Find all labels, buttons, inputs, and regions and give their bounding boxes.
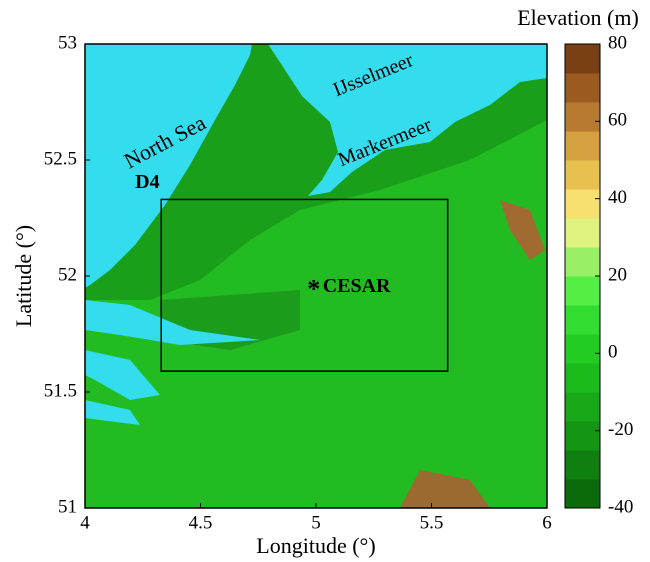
colorbar-tick-label: -20 (608, 419, 633, 440)
colorbar-label: Elevation (m) (517, 5, 639, 30)
y-tick-label: 51.5 (44, 380, 77, 401)
x-tick-label: 5.5 (420, 512, 444, 533)
y-tick-label: 53 (58, 32, 77, 53)
x-tick-label: 5 (311, 512, 321, 533)
colorbar-tick-label: -40 (608, 496, 633, 517)
colorbar-tick-label: 60 (608, 110, 627, 131)
site-marker: * (307, 275, 320, 304)
colorbar-swatch (565, 102, 600, 132)
estuary (85, 400, 140, 425)
y-axis-label: Latitude (°) (11, 225, 36, 327)
colorbar-swatch (565, 247, 600, 277)
colorbar-tick-label: 80 (608, 32, 627, 53)
y-tick-label: 52 (58, 264, 77, 285)
x-tick-label: 4 (80, 512, 90, 533)
colorbar-swatch (565, 218, 600, 248)
annotation: D4 (135, 171, 159, 193)
estuary (85, 300, 260, 345)
hills (400, 470, 490, 508)
colorbar-swatch (565, 450, 600, 480)
colorbar-swatch (565, 189, 600, 219)
ijsselmeer (268, 44, 547, 196)
y-tick-label: 51 (58, 496, 77, 517)
colorbar-tick-label: 0 (608, 342, 618, 363)
domain-box (160, 198, 449, 372)
colorbar-swatch (565, 131, 600, 161)
colorbar-swatch (565, 334, 600, 364)
colorbar-swatch (565, 363, 600, 393)
colorbar-tick-label: 40 (608, 187, 627, 208)
colorbar-swatch (565, 421, 600, 451)
colorbar-swatch (565, 392, 600, 422)
colorbar-swatch (565, 305, 600, 335)
y-tick-label: 52.5 (44, 148, 77, 169)
north-sea (85, 44, 252, 288)
colorbar-swatch (565, 44, 600, 74)
colorbar-frame (564, 43, 601, 509)
colorbar-swatch (565, 479, 600, 509)
colorbar-swatch (565, 276, 600, 306)
colorbar-swatch (565, 160, 600, 190)
site-label: CESAR (323, 275, 391, 297)
terrain (85, 44, 547, 508)
colorbar-swatch (565, 73, 600, 103)
estuary (85, 350, 160, 400)
x-tick-label: 4.5 (189, 512, 213, 533)
x-axis-label: Longitude (°) (256, 533, 375, 558)
x-tick-label: 6 (542, 512, 552, 533)
colorbar-tick-label: 20 (608, 264, 627, 285)
hills (500, 200, 545, 260)
